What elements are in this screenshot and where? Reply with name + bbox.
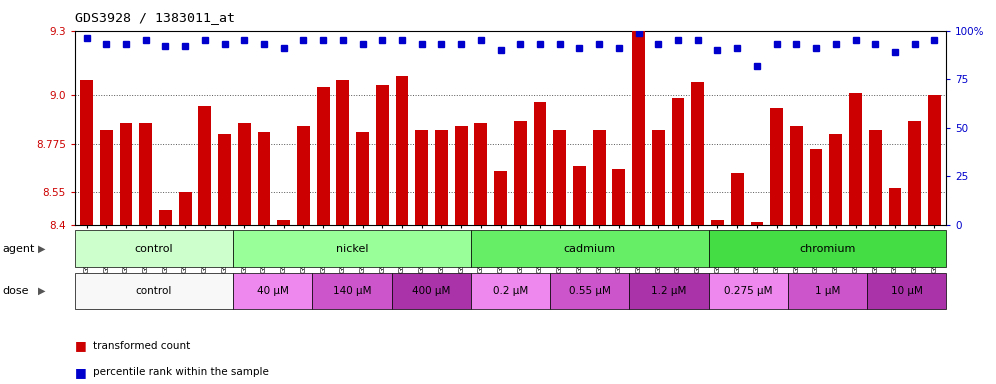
Bar: [455, 126, 467, 225]
Bar: [357, 132, 369, 225]
Bar: [810, 149, 823, 225]
Bar: [514, 121, 527, 225]
Bar: [233, 230, 471, 267]
Text: 0.55 μM: 0.55 μM: [569, 286, 611, 296]
Bar: [632, 31, 645, 225]
Text: chromium: chromium: [799, 243, 856, 254]
Bar: [120, 123, 132, 225]
Text: 140 μM: 140 μM: [333, 286, 372, 296]
Bar: [277, 220, 290, 225]
Bar: [708, 230, 946, 267]
Text: 400 μM: 400 μM: [412, 286, 450, 296]
Bar: [198, 106, 211, 225]
Bar: [471, 273, 550, 309]
Bar: [297, 126, 310, 225]
Bar: [435, 130, 448, 225]
Text: ▶: ▶: [38, 286, 46, 296]
Bar: [652, 130, 664, 225]
Bar: [80, 80, 93, 225]
Bar: [391, 273, 471, 309]
Bar: [550, 273, 629, 309]
Text: GDS3928 / 1383011_at: GDS3928 / 1383011_at: [75, 12, 235, 25]
Bar: [691, 83, 704, 225]
Text: control: control: [135, 286, 172, 296]
Bar: [258, 132, 270, 225]
Bar: [233, 273, 313, 309]
Text: transformed count: transformed count: [93, 341, 190, 351]
Text: cadmium: cadmium: [564, 243, 616, 254]
Text: ■: ■: [75, 339, 87, 352]
Bar: [629, 273, 708, 309]
Bar: [751, 222, 763, 225]
Bar: [534, 102, 547, 225]
Bar: [375, 84, 388, 225]
Bar: [159, 210, 171, 225]
Bar: [494, 171, 507, 225]
Bar: [867, 273, 946, 309]
Text: 0.275 μM: 0.275 μM: [724, 286, 772, 296]
Bar: [770, 108, 783, 225]
Text: 0.2 μM: 0.2 μM: [493, 286, 528, 296]
Text: dose: dose: [2, 286, 29, 296]
Text: control: control: [134, 243, 173, 254]
Text: ■: ■: [75, 366, 87, 379]
Bar: [869, 130, 881, 225]
Text: percentile rank within the sample: percentile rank within the sample: [93, 367, 269, 377]
Text: agent: agent: [2, 243, 35, 254]
Bar: [554, 130, 566, 225]
Bar: [928, 95, 941, 225]
Bar: [317, 87, 330, 225]
Bar: [708, 273, 788, 309]
Bar: [731, 173, 744, 225]
Text: 1.2 μM: 1.2 μM: [651, 286, 686, 296]
Bar: [711, 220, 724, 225]
Bar: [100, 130, 113, 225]
Bar: [313, 273, 391, 309]
Bar: [830, 134, 843, 225]
Text: ▶: ▶: [38, 243, 46, 254]
Bar: [238, 123, 251, 225]
Bar: [415, 130, 428, 225]
Bar: [178, 192, 191, 225]
Bar: [790, 126, 803, 225]
Text: 1 μM: 1 μM: [815, 286, 840, 296]
Bar: [395, 76, 408, 225]
Bar: [593, 130, 606, 225]
Bar: [471, 230, 708, 267]
Bar: [75, 230, 233, 267]
Bar: [888, 188, 901, 225]
Bar: [613, 169, 625, 225]
Bar: [788, 273, 867, 309]
Text: 10 μM: 10 μM: [890, 286, 922, 296]
Text: 40 μM: 40 μM: [257, 286, 289, 296]
Bar: [573, 167, 586, 225]
Bar: [139, 123, 152, 225]
Bar: [337, 80, 350, 225]
Bar: [218, 134, 231, 225]
Bar: [474, 123, 487, 225]
Bar: [908, 121, 921, 225]
Text: nickel: nickel: [336, 243, 369, 254]
Bar: [75, 273, 233, 309]
Bar: [850, 93, 862, 225]
Bar: [671, 98, 684, 225]
